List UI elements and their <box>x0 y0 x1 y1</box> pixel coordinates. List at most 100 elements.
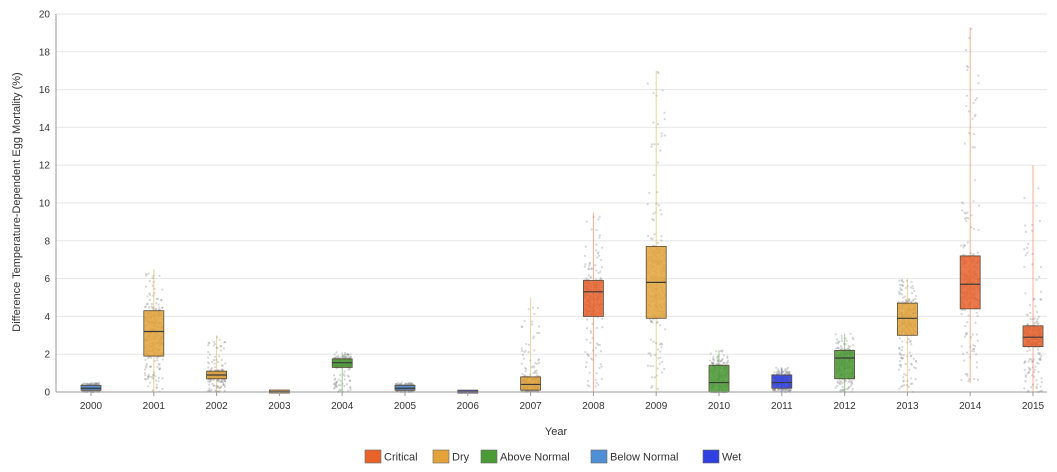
jitter-point <box>590 267 593 270</box>
jitter-point <box>223 341 227 344</box>
jitter-point <box>151 376 154 379</box>
jitter-point <box>966 65 970 69</box>
jitter-point <box>333 383 336 386</box>
jitter-point <box>976 378 980 381</box>
jitter-point <box>849 384 852 387</box>
jitter-point <box>346 353 349 356</box>
jitter-point <box>971 117 974 120</box>
jitter-point <box>661 371 664 374</box>
x-tick-label: 2006 <box>457 401 480 412</box>
jitter-point <box>334 377 337 380</box>
jitter-point <box>94 382 97 385</box>
jitter-point <box>524 370 527 373</box>
jitter-point <box>533 312 536 316</box>
jitter-point <box>963 359 966 362</box>
jitter-point <box>587 267 590 270</box>
box-2014 <box>959 255 981 310</box>
jitter-point <box>1038 353 1041 356</box>
jitter-point <box>840 380 843 384</box>
jitter-point <box>966 241 969 244</box>
jitter-point <box>211 382 214 386</box>
jitter-point <box>149 356 153 359</box>
jitter-point <box>144 305 147 308</box>
jitter-point <box>208 389 211 392</box>
jitter-point <box>597 383 600 386</box>
jitter-point <box>224 362 227 365</box>
jitter-point <box>781 370 784 374</box>
jitter-point <box>533 366 536 369</box>
jitter-point <box>788 370 791 374</box>
jitter-point <box>789 389 792 393</box>
jitter-point <box>914 294 918 298</box>
jitter-point <box>960 378 963 382</box>
jitter-point <box>82 383 85 386</box>
jitter-point <box>333 386 336 389</box>
jitter-point <box>599 363 602 366</box>
jitter-point <box>844 380 847 383</box>
jitter-point <box>337 356 340 359</box>
jitter-point <box>533 349 536 352</box>
jitter-point <box>851 387 855 390</box>
jitter-point <box>910 280 913 283</box>
jitter-point <box>901 384 904 388</box>
jitter-point <box>531 323 534 326</box>
jitter-point <box>394 382 398 386</box>
jitter-point <box>146 295 149 298</box>
jitter-point <box>147 272 150 276</box>
jitter-point <box>653 376 657 379</box>
jitter-point <box>898 359 902 363</box>
jitter-point <box>523 320 526 323</box>
jitter-point <box>775 366 778 369</box>
jitter-point <box>348 367 351 370</box>
jitter-point <box>901 357 904 360</box>
jitter-point <box>661 360 664 363</box>
jitter-point <box>977 204 981 207</box>
jitter-point <box>207 350 210 354</box>
jitter-point <box>521 325 524 328</box>
jitter-point <box>963 244 966 247</box>
jitter-point <box>345 356 348 359</box>
jitter-point <box>347 368 350 371</box>
jitter-point <box>584 350 587 354</box>
jitter-point <box>213 341 216 344</box>
jitter-point <box>213 342 217 346</box>
jitter-point <box>962 246 965 249</box>
jitter-point <box>962 253 966 256</box>
jitter-point <box>909 362 912 365</box>
jitter-point <box>841 385 844 388</box>
jitter-point <box>712 357 715 360</box>
jitter-point <box>658 362 661 365</box>
jitter-point <box>777 368 780 371</box>
jitter-point <box>590 268 593 271</box>
jitter-point <box>150 375 153 379</box>
jitter-point <box>521 353 525 356</box>
y-tick-label: 4 <box>44 312 50 323</box>
y-tick-label: 10 <box>39 199 51 210</box>
jitter-point <box>1024 230 1027 234</box>
jitter-point <box>783 389 787 392</box>
jitter-point <box>1027 389 1030 392</box>
jitter-point <box>907 298 911 301</box>
jitter-point <box>148 306 151 309</box>
jitter-point <box>841 348 844 351</box>
jitter-point <box>720 358 724 362</box>
jitter-point <box>646 234 650 237</box>
jitter-point <box>155 356 158 359</box>
jitter-point <box>1036 361 1039 365</box>
jitter-point <box>534 370 537 373</box>
jitter-point <box>409 381 412 385</box>
jitter-point <box>147 385 150 388</box>
jitter-point <box>973 179 977 182</box>
jitter-point <box>847 344 850 348</box>
jitter-point <box>663 111 666 114</box>
jitter-point <box>785 388 789 391</box>
jitter-point <box>523 350 526 354</box>
jitter-point <box>216 378 219 382</box>
jitter-point <box>600 278 603 281</box>
jitter-point <box>535 372 539 375</box>
jitter-point <box>223 389 226 392</box>
jitter-point <box>219 386 222 389</box>
jitter-point <box>975 311 978 314</box>
jitter-point <box>332 374 336 377</box>
jitter-point <box>719 360 722 363</box>
